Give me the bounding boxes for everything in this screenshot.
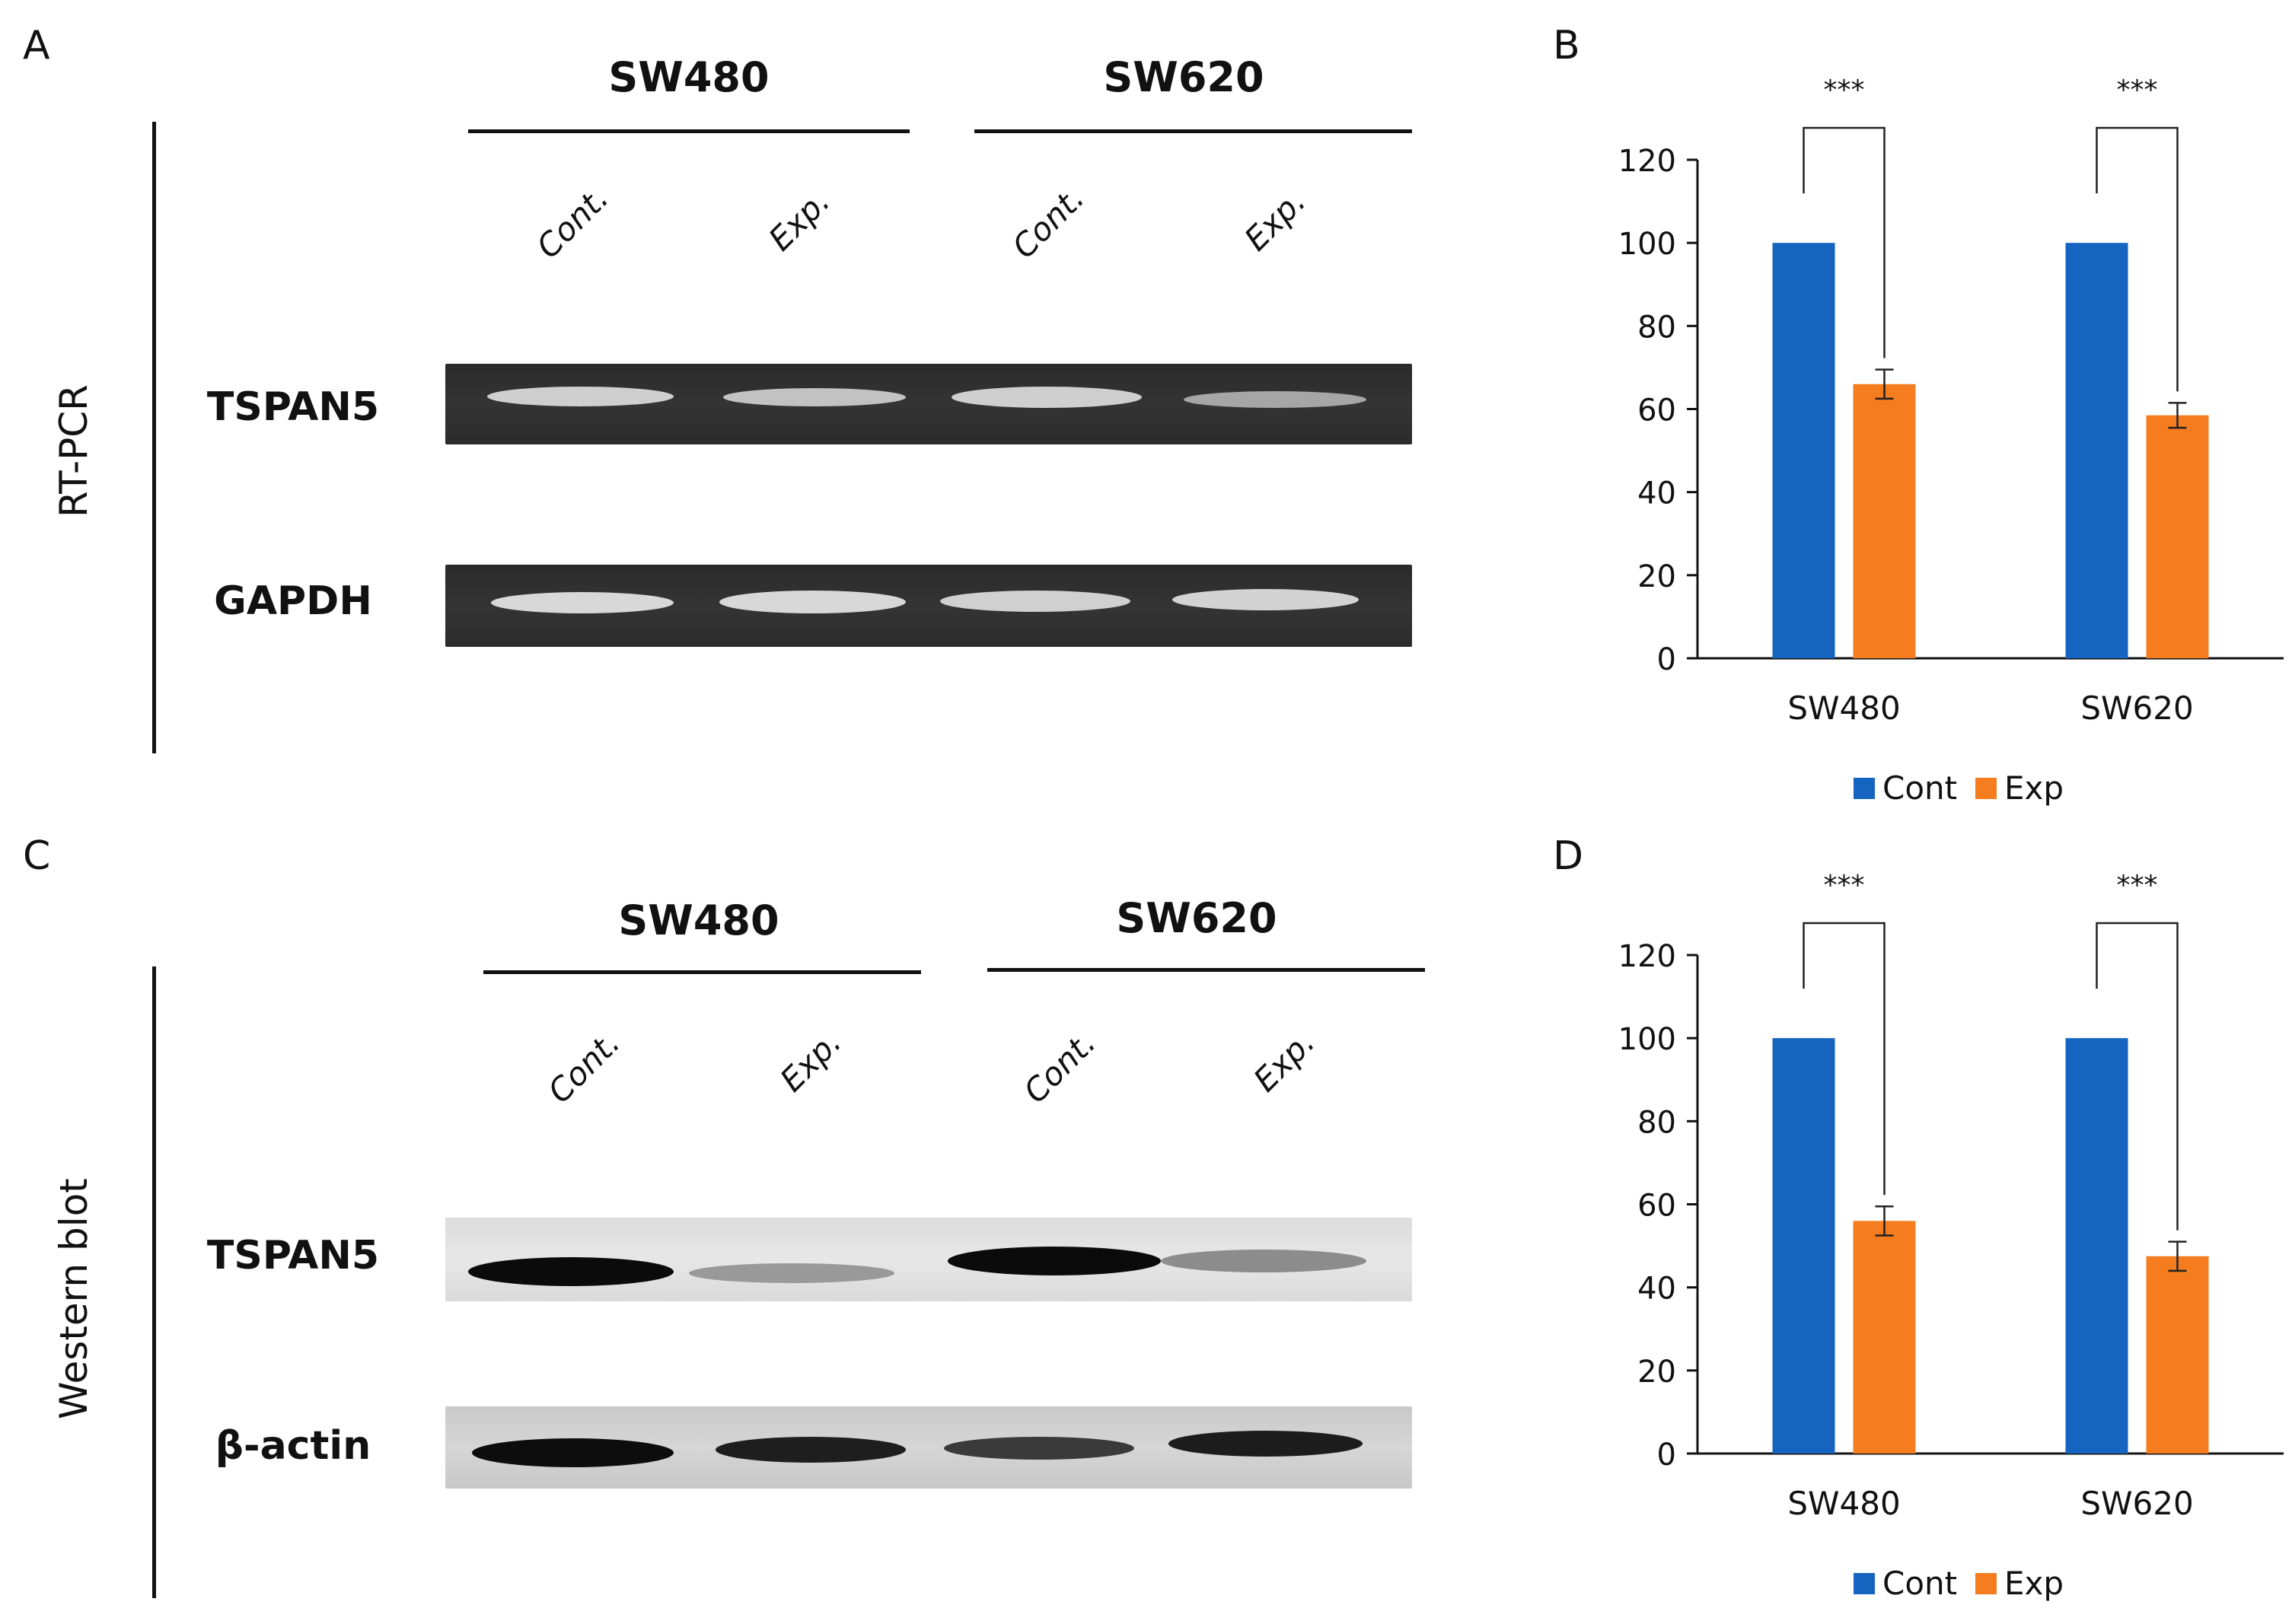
panel-letter-d: D — [1553, 833, 1584, 879]
chart-b-bar-cont-sw620 — [2065, 243, 2128, 658]
panel-a-cell-title-sw480: SW480 — [608, 53, 770, 101]
panel-a-lane-label-4: Exp. — [1237, 182, 1313, 258]
panel-letter-c: C — [23, 833, 51, 879]
panel-c-band-tspan5-1 — [468, 1257, 674, 1286]
panel-c-cell-line-sw480 — [483, 970, 921, 974]
chart-b-x-tick-label: SW480 — [1787, 689, 1900, 727]
chart-b-bar-exp-sw480 — [1853, 384, 1916, 658]
panel-a-band-gapdh-3 — [940, 591, 1130, 612]
panel-a-band-tspan5-4 — [1184, 391, 1366, 408]
chart-d-legend-label-exp: Exp — [2004, 1565, 2064, 1602]
chart-b-x-tick-label: SW620 — [2080, 689, 2193, 727]
panel-c-band-beta-actin-2 — [716, 1437, 906, 1463]
panel-c-band-tspan5-4 — [1161, 1250, 1366, 1272]
panel-a-cell-line-sw480 — [468, 129, 910, 133]
panel-c-band-beta-actin-3 — [944, 1437, 1134, 1460]
panel-letter-a: A — [23, 23, 50, 68]
chart-d-y-tick-label: 40 — [1637, 1272, 1676, 1307]
chart-d-y-tick-label: 60 — [1637, 1189, 1676, 1224]
chart-b-significance-label: *** — [1824, 75, 1865, 106]
panel-a-cell-title-sw620: SW620 — [1103, 53, 1264, 101]
bar-chart-b: 0 20 40 60 80 100 120 *** SW480 *** SW620 Cont Exp — [1618, 75, 2284, 807]
chart-b-y-tick-label: 60 — [1637, 393, 1676, 428]
panel-c-row-label-beta-actin: β-actin — [215, 1423, 371, 1469]
chart-d-significance-label: *** — [2117, 870, 2158, 901]
panel-a-gel-gapdh — [445, 565, 1412, 647]
panel-c-cell-title-sw620: SW620 — [1116, 894, 1277, 942]
panel-a-lane-label-1: Cont. — [529, 179, 616, 266]
chart-d-y-tick-label: 120 — [1618, 939, 1676, 974]
panel-c-lane-label-3: Cont. — [1016, 1024, 1103, 1110]
chart-d-y-tick-label: 80 — [1637, 1105, 1676, 1140]
panel-c-cell-line-sw620 — [987, 968, 1425, 972]
chart-d-y-tick-label: 100 — [1618, 1022, 1676, 1057]
chart-b-y-tick-label: 120 — [1618, 144, 1676, 179]
panel-c-row-label-tspan5: TSPAN5 — [206, 1233, 380, 1279]
panel-c-band-beta-actin-1 — [472, 1438, 674, 1467]
panel-letter-b: B — [1553, 23, 1580, 68]
chart-d-legend-swatch-exp — [1975, 1573, 1997, 1594]
chart-b-y-tick-label: 0 — [1657, 642, 1676, 677]
panel-a-lane-label-2: Exp. — [761, 182, 837, 258]
chart-b-legend-label-exp: Exp — [2004, 769, 2064, 807]
panel-a-band-gapdh-2 — [719, 591, 906, 613]
chart-b-y-tick-label: 40 — [1637, 476, 1676, 511]
panel-c-band-beta-actin-4 — [1168, 1431, 1363, 1457]
chart-d-bar-cont-sw620 — [2065, 1038, 2128, 1454]
panel-c-lane-label-1: Cont. — [540, 1024, 627, 1110]
panel-c-blot-tspan5 — [445, 1218, 1412, 1301]
chart-d-significance-bracket — [2096, 922, 2179, 1231]
chart-b-significance-bracket — [2096, 126, 2179, 392]
panel-a-band-tspan5-2 — [723, 388, 906, 406]
chart-d-bar-exp-sw480 — [1853, 1221, 1916, 1454]
chart-d-bar-exp-sw620 — [2146, 1256, 2209, 1454]
panel-a-band-gapdh-4 — [1172, 589, 1359, 610]
chart-b-legend-label-cont: Cont — [1882, 769, 1957, 807]
panel-a-band-gapdh-1 — [491, 592, 674, 613]
panel-c-bracket-line — [152, 966, 156, 1598]
panel-c-band-tspan5-2 — [689, 1263, 894, 1283]
chart-d-x-tick-label: SW620 — [2080, 1485, 2193, 1522]
chart-b-y-tick-label: 100 — [1618, 227, 1676, 262]
panel-a-method-label: RT-PCR — [52, 384, 96, 517]
chart-d-legend-label-cont: Cont — [1882, 1565, 1957, 1602]
panel-a-band-tspan5-1 — [487, 387, 674, 406]
panel-a-band-tspan5-3 — [952, 387, 1142, 408]
chart-b-significance-bracket — [1803, 126, 1886, 358]
panel-a-gel-tspan5 — [445, 364, 1412, 444]
chart-d-bar-cont-sw480 — [1772, 1038, 1835, 1454]
panel-c-blot-beta-actin — [445, 1406, 1412, 1489]
chart-b-legend-swatch-cont — [1854, 778, 1875, 799]
panel-c-lane-label-4: Exp. — [1246, 1023, 1322, 1099]
panel-a-lane-label-3: Cont. — [1005, 179, 1092, 266]
chart-b-y-tick-label: 20 — [1637, 559, 1676, 594]
chart-d-y-tick-label: 20 — [1637, 1355, 1676, 1390]
chart-b-significance-label: *** — [2117, 75, 2158, 106]
chart-b-y-tick-label: 80 — [1637, 310, 1676, 345]
chart-b-bar-cont-sw480 — [1772, 243, 1835, 658]
panel-a-bracket-line — [152, 122, 156, 753]
panel-a-row-label-tspan5: TSPAN5 — [206, 384, 380, 430]
panel-c-cell-title-sw480: SW480 — [618, 896, 779, 944]
chart-d-x-tick-label: SW480 — [1787, 1485, 1900, 1522]
chart-b-legend-swatch-exp — [1975, 778, 1997, 799]
panel-a-row-label-gapdh: GAPDH — [214, 578, 372, 624]
chart-d-y-tick-label: 0 — [1657, 1438, 1676, 1473]
chart-d-significance-bracket — [1803, 922, 1886, 1196]
panel-a-cell-line-sw620 — [974, 129, 1412, 133]
chart-d-legend-swatch-cont — [1854, 1573, 1875, 1594]
panel-c-lane-label-2: Exp. — [773, 1023, 849, 1099]
chart-b-bar-exp-sw620 — [2146, 415, 2209, 658]
panel-c-method-label: Western blot — [52, 1178, 96, 1419]
panel-c-band-tspan5-3 — [948, 1247, 1161, 1275]
bar-chart-d: 0 20 40 60 80 100 120 *** SW480 *** SW620 Cont Exp — [1618, 870, 2284, 1602]
chart-d-significance-label: *** — [1824, 870, 1865, 901]
